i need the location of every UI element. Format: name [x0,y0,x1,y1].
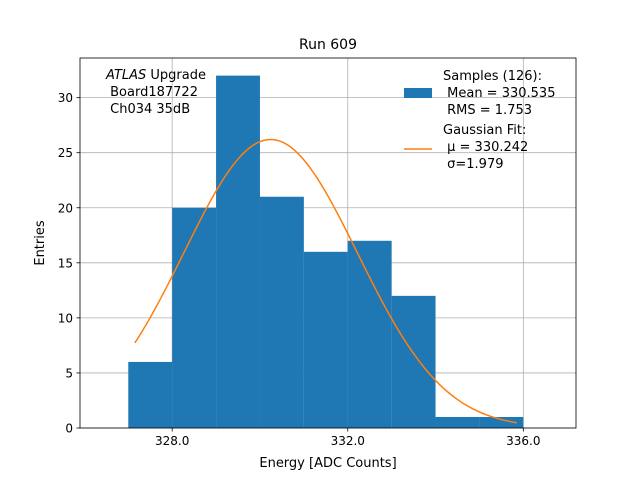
y-tick-label: 0 [65,422,73,436]
y-tick-label: 25 [58,146,73,160]
y-axis-ticks: 0 5 10 15 20 25 30 [58,91,80,436]
gaussian-fit-curve [134,138,517,424]
plot-frame [79,57,577,429]
histogram-bar [435,416,480,428]
histogram-bar [216,75,260,428]
y-tick-label: 10 [58,311,73,325]
chart-title: Run 609 [299,37,357,53]
legend-fit-sigma: σ=1.979 [443,157,503,172]
histogram-bar [347,240,392,428]
x-tick-label: 328.0 [155,434,189,448]
legend: Samples (126): Mean = 330.535 RMS = 1.75… [404,69,555,172]
legend-samples-rms: RMS = 1.753 [443,103,532,118]
legend-samples-mean: Mean = 330.535 [443,86,555,101]
atlas-label: ATLAS [105,68,146,83]
board-label: Board187722 [106,85,198,100]
y-tick-label: 30 [58,91,73,105]
x-tick-label: 332.0 [331,434,365,448]
y-tick-label: 15 [58,256,73,270]
legend-samples-label: Samples (126): [443,69,542,84]
histogram-bar [391,295,436,428]
histogram-bar [259,196,304,428]
histogram-bar [303,251,348,428]
histogram-bar [172,207,217,428]
upgrade-label: Upgrade [146,68,206,83]
legend-histogram-swatch [404,88,432,98]
y-tick-label: 20 [58,201,73,215]
x-tick-label: 336.0 [506,434,540,448]
y-tick-label: 5 [65,366,73,380]
x-axis-label: Energy [ADC Counts] [259,456,396,471]
legend-fit-mu: μ = 330.242 [443,140,528,155]
svg-text:ATLAS Upgrade: ATLAS Upgrade [105,68,206,83]
histogram-bar [479,416,524,428]
channel-label: Ch034 35dB [106,102,190,117]
histogram-bars [128,75,524,428]
legend-fit-label: Gaussian Fit: [443,123,526,138]
histogram-bar [128,361,173,428]
x-axis-ticks: 328.0 332.0 336.0 [155,428,541,448]
fit-curve-layer [134,138,517,424]
atlas-annotation: ATLAS Upgrade Board187722 Ch034 35dB [105,68,206,117]
y-axis-label: Entries [33,220,48,266]
